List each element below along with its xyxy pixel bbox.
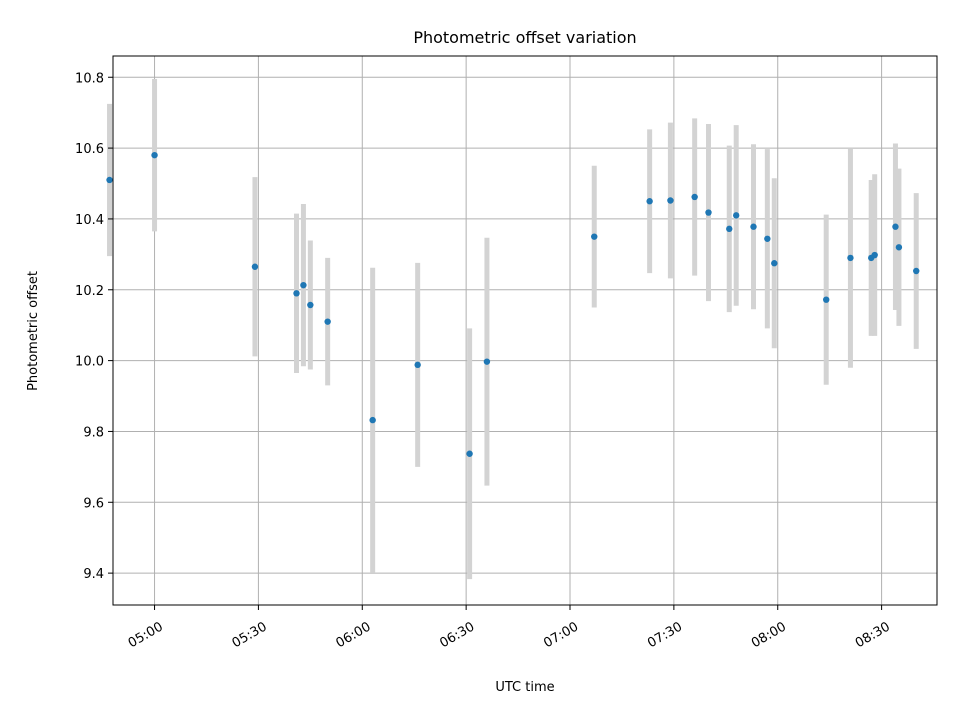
chart-title: Photometric offset variation — [413, 28, 636, 47]
data-point — [691, 193, 698, 201]
data-point — [414, 361, 421, 369]
error-bar-layer — [107, 79, 919, 580]
y-tick-label: 9.8 — [83, 425, 104, 440]
data-point — [895, 244, 903, 251]
data-point — [771, 260, 778, 267]
y-tick-label: 9.4 — [83, 567, 104, 582]
data-point-layer — [106, 151, 920, 457]
plot-frame — [112, 55, 938, 606]
data-point — [300, 281, 307, 289]
data-point — [871, 251, 878, 259]
data-point — [667, 197, 674, 204]
data-point — [646, 198, 653, 205]
y-axis-label: Photometric offset — [26, 271, 41, 391]
y-tick-label: 10.2 — [75, 284, 104, 299]
x-tick-label: 06:30 — [437, 619, 477, 651]
data-point — [750, 223, 757, 230]
data-point — [726, 225, 733, 233]
data-point — [732, 212, 740, 219]
x-axis-label: UTC time — [495, 680, 554, 695]
y-tick-label: 10.6 — [75, 142, 104, 157]
x-tick-label: 08:00 — [749, 619, 789, 651]
x-tick-label: 08:30 — [853, 619, 893, 651]
data-point — [251, 263, 259, 270]
data-point — [369, 416, 376, 424]
data-point — [106, 176, 113, 184]
data-point — [293, 290, 300, 297]
data-point — [483, 358, 491, 365]
x-tick-label: 06:00 — [334, 619, 374, 651]
y-axis-ticks: 9.4 9.6 9.8 10.0 10.2 10.4 10.6 10.8 — [75, 71, 113, 582]
data-point — [591, 233, 598, 240]
data-point — [151, 151, 158, 159]
x-tick-label: 05:00 — [126, 619, 166, 651]
data-point — [307, 301, 314, 309]
y-tick-label: 10.8 — [75, 71, 104, 86]
data-point — [892, 223, 899, 230]
data-point — [466, 450, 473, 457]
grid-layer — [113, 56, 937, 605]
x-tick-label: 07:00 — [541, 619, 581, 651]
data-point — [913, 267, 920, 275]
y-tick-label: 10.0 — [75, 355, 104, 370]
data-point — [823, 296, 830, 303]
data-point — [705, 209, 712, 216]
y-tick-label: 9.6 — [83, 496, 104, 511]
data-point — [847, 254, 854, 262]
data-point — [764, 235, 771, 242]
data-point — [324, 318, 331, 325]
x-tick-label: 05:30 — [230, 619, 270, 651]
x-axis-ticks: 05:00 05:30 06:00 06:30 07:00 07:30 08:00 08:30 — [126, 605, 893, 651]
x-tick-label: 07:30 — [645, 619, 685, 651]
y-tick-label: 10.4 — [75, 213, 104, 228]
